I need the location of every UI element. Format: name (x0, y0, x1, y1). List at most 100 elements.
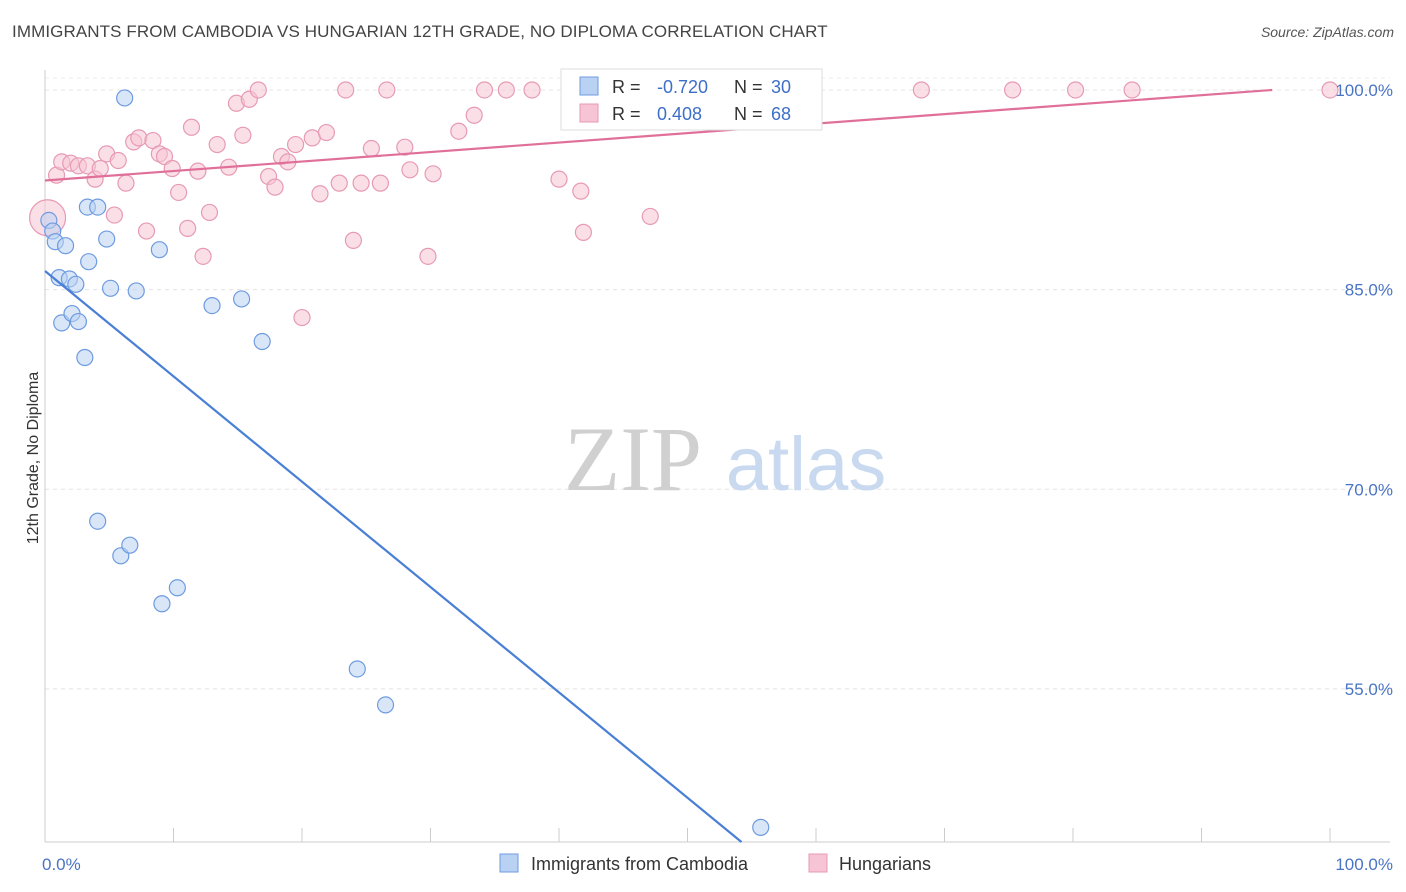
point-hungarians-42 (344, 231, 362, 249)
stats-n-value-hungarians: 68 (771, 104, 791, 124)
y-tick-label-2: 70.0% (1345, 480, 1393, 499)
source-credit: Source: ZipAtlas.com (1260, 24, 1394, 40)
axes (44, 70, 1390, 843)
point-hungarians-45 (371, 174, 389, 192)
point-hungarians-24 (200, 203, 219, 222)
point-cambodia-24 (121, 536, 139, 554)
x-tick-labels: 0.0% 100.0% (42, 855, 1393, 874)
y-axis-label: 12th Grade, No Diploma (25, 372, 42, 545)
point-cambodia-11 (80, 253, 98, 271)
point-cambodia-28 (376, 696, 395, 714)
trend-lines (44, 88, 1273, 843)
stats-legend: R = -0.720 N = 30 R = 0.408 N = 68 (560, 68, 823, 131)
point-hungarians-44 (362, 139, 380, 158)
point-hungarians-41 (337, 81, 355, 99)
stats-r-label-cambodia: R = (612, 77, 641, 97)
point-hungarians-65 (1066, 81, 1085, 99)
point-hungarians-46 (378, 81, 396, 99)
point-cambodia-3 (56, 237, 75, 255)
point-hungarians-21 (182, 118, 201, 136)
point-hungarians-58 (572, 182, 590, 200)
watermark: ZIP atlas (564, 408, 886, 510)
stats-swatch-cambodia (579, 76, 599, 96)
legend-label-hungarians: Hungarians (839, 854, 931, 874)
point-hungarians-19 (170, 183, 188, 202)
x-tick-label-0: 0.0% (42, 855, 81, 874)
point-hungarians-67 (1321, 81, 1339, 99)
point-hungarians-7 (91, 159, 109, 178)
point-hungarians-14 (137, 222, 156, 240)
trend-line-cambodia (44, 270, 743, 843)
point-hungarians-56 (550, 170, 568, 188)
stats-n-label-hungarians: N = (734, 104, 763, 124)
point-hungarians-55 (523, 81, 541, 99)
stats-n-value-cambodia: 30 (771, 77, 791, 97)
point-hungarians-25 (208, 135, 226, 154)
stats-legend-box (560, 68, 823, 131)
point-hungarians-18 (163, 159, 181, 178)
point-hungarians-60 (641, 207, 659, 226)
stats-r-value-hungarians: 0.408 (657, 104, 702, 124)
point-hungarians-64 (1004, 81, 1022, 99)
point-hungarians-28 (234, 126, 252, 144)
point-cambodia-29 (752, 818, 770, 836)
point-cambodia-26 (168, 579, 186, 597)
point-hungarians-35 (286, 135, 305, 154)
point-hungarians-38 (311, 185, 329, 203)
point-hungarians-51 (450, 122, 468, 140)
point-hungarians-54 (497, 81, 515, 99)
legend-label-cambodia: Immigrants from Cambodia (531, 854, 749, 874)
point-hungarians-43 (352, 174, 370, 192)
point-hungarians-22 (189, 162, 207, 180)
trend-line-hungarians (44, 88, 1273, 182)
point-cambodia-6 (67, 275, 85, 293)
point-cambodia-19 (203, 296, 221, 315)
point-hungarians-49 (419, 247, 437, 265)
point-cambodia-21 (253, 332, 271, 351)
point-hungarians-50 (424, 165, 442, 183)
point-hungarians-17 (155, 147, 174, 166)
watermark-atlas: atlas (726, 422, 887, 507)
stats-r-value-cambodia: -0.720 (657, 77, 708, 97)
legend-swatch-cambodia (499, 853, 519, 873)
point-cambodia-14 (98, 230, 116, 248)
point-cambodia-18 (150, 241, 168, 259)
point-hungarians-63 (912, 81, 930, 99)
stats-swatch-hungarians (579, 103, 599, 123)
point-hungarians-30 (249, 81, 267, 99)
y-tick-label-0: 100.0% (1335, 81, 1393, 100)
point-cambodia-9 (69, 312, 88, 331)
point-hungarians-11 (117, 174, 135, 192)
point-hungarians-13 (130, 129, 148, 147)
point-cambodia-10 (76, 348, 94, 367)
point-cambodia-13 (89, 198, 107, 216)
y-tick-labels: 100.0% 85.0% 70.0% 55.0% (1335, 81, 1393, 699)
point-hungarians-39 (317, 123, 336, 142)
point-hungarians-52 (465, 106, 483, 124)
stats-n-label-cambodia: N = (734, 77, 763, 97)
point-cambodia-20 (233, 290, 251, 308)
point-hungarians-47 (396, 138, 414, 156)
y-tick-label-3: 55.0% (1345, 680, 1393, 699)
point-cambodia-16 (127, 282, 145, 300)
point-hungarians-48 (401, 161, 419, 179)
series-cambodia-points (40, 89, 770, 836)
point-hungarians-23 (194, 247, 212, 265)
y-tick-label-1: 85.0% (1345, 281, 1393, 300)
point-hungarians-59 (574, 223, 593, 241)
point-hungarians-9 (105, 206, 123, 224)
point-cambodia-27 (348, 660, 366, 678)
point-hungarians-53 (475, 81, 494, 99)
point-cambodia-17 (116, 89, 134, 107)
point-hungarians-32 (266, 178, 284, 196)
point-cambodia-15 (101, 279, 120, 297)
point-hungarians-20 (179, 219, 197, 237)
watermark-zip: ZIP (564, 408, 702, 510)
stats-r-label-hungarians: R = (612, 104, 641, 124)
legend-swatch-hungarians (808, 853, 828, 873)
point-cambodia-22 (89, 512, 107, 530)
chart-title: IMMIGRANTS FROM CAMBODIA VS HUNGARIAN 12… (12, 22, 828, 41)
point-cambodia-25 (153, 595, 171, 613)
point-hungarians-66 (1123, 81, 1141, 99)
